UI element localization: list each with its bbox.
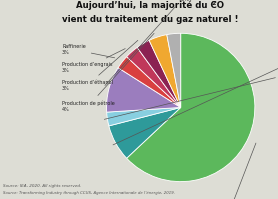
Wedge shape <box>127 33 255 182</box>
Text: Production d’éthanol
3%: Production d’éthanol 3% <box>62 40 138 91</box>
Text: Source: Transforming Industry through CCUS, Agence Internationale de l’énergie, : Source: Transforming Industry through CC… <box>3 191 175 195</box>
Wedge shape <box>106 68 181 112</box>
Wedge shape <box>137 40 181 107</box>
Wedge shape <box>149 35 181 107</box>
Text: Acier
3%: Acier 3% <box>104 69 278 119</box>
Wedge shape <box>167 33 181 107</box>
Wedge shape <box>107 107 181 126</box>
Text: Production d’engrais
3%: Production d’engrais 3% <box>62 49 125 73</box>
Text: Source: IEA, 2020. All rights reserved.: Source: IEA, 2020. All rights reserved. <box>3 184 81 188</box>
Text: Production d’électricité
8%: Production d’électricité 8% <box>113 49 278 145</box>
Wedge shape <box>109 107 181 158</box>
Text: Production de pétrole
4%: Production de pétrole 4% <box>62 33 154 112</box>
Text: Aujourd’hui, la majorité du CO: Aujourd’hui, la majorité du CO <box>76 1 224 11</box>
Text: Traitement du gaz naturel
63%: Traitement du gaz naturel 63% <box>197 143 261 199</box>
Text: vient du traitement du gaz naturel !: vient du traitement du gaz naturel ! <box>62 15 238 24</box>
Text: Hydrogène
10%: Hydrogène 10% <box>105 0 198 85</box>
Wedge shape <box>118 57 181 107</box>
Text: 2: 2 <box>212 1 216 6</box>
Wedge shape <box>127 47 181 107</box>
Text: Raffinerie
3%: Raffinerie 3% <box>62 44 115 58</box>
